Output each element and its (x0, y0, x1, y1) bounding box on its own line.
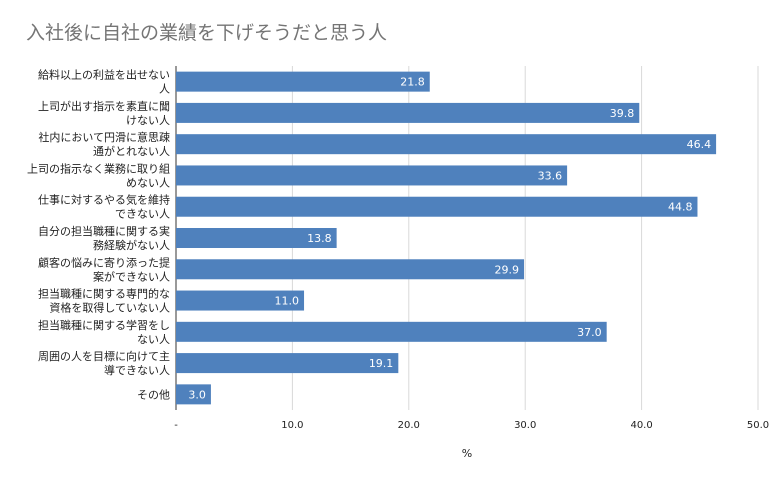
category-label: 上司が出す指示を素直に聞 (38, 99, 170, 113)
x-tick-label: 50.0 (747, 420, 769, 431)
bar (176, 102, 640, 123)
category-label: 導できない人 (104, 363, 170, 377)
bar-value-label: 39.8 (610, 107, 635, 120)
category-label: 自分の担当職種に関する実 (38, 224, 170, 238)
category-label: 担当職種に関する専門的な (38, 287, 170, 301)
bars: 21.8 39.8 46.4 33.6 44.8 13.8 29.9 11.0 37.0 19.1… (176, 71, 717, 405)
bar-value-label: 44.8 (668, 201, 693, 214)
category-label: 案ができない人 (93, 269, 170, 283)
x-tick-label: 40.0 (630, 420, 652, 431)
bar (176, 134, 717, 155)
category-label: 通がとれない人 (93, 144, 170, 158)
category-label: けない人 (126, 114, 170, 127)
bar-value-label: 29.9 (495, 263, 520, 276)
bar (176, 384, 211, 405)
bar (176, 321, 607, 342)
x-tick-label: 20.0 (398, 420, 420, 431)
bar-value-label: 33.6 (538, 169, 563, 182)
bar (176, 196, 698, 217)
bar (176, 353, 399, 374)
x-tick-label: - (174, 420, 178, 431)
category-label: 給料以上の利益を出せない (38, 68, 170, 82)
bar-value-label: 37.0 (577, 326, 602, 339)
gridlines (175, 66, 759, 410)
bar-value-label: 21.8 (400, 76, 425, 89)
category-label: 社内において円滑に意思疎 (38, 130, 170, 144)
category-label: 人 (159, 83, 170, 96)
chart-title: 入社後に自社の業績を下げそうだと思う人 (26, 22, 387, 44)
bar (176, 290, 305, 311)
category-label: 周囲の人を目標に向けて主 (38, 349, 170, 363)
category-label: 上司の指示なく業務に取り組 (27, 161, 170, 175)
category-label: めない人 (126, 176, 170, 189)
x-tick-label: 30.0 (514, 420, 536, 431)
bar (176, 71, 430, 92)
bar (176, 228, 337, 248)
category-label: その他 (137, 388, 170, 401)
category-label: 顧客の悩みに寄り添った提 (38, 255, 170, 269)
category-labels: 給料以上の利益を出せない人上司が出す指示を素直に聞けない人社内において円滑に意思… (27, 68, 170, 402)
bar (176, 259, 525, 280)
category-label: 務経験がない人 (93, 238, 170, 252)
bar-value-label: 19.1 (369, 357, 394, 370)
x-axis-ticks: - 10.0 20.0 30.0 40.0 50.0 (174, 420, 769, 431)
category-label: 仕事に対するやる気を維持 (38, 193, 170, 207)
category-label: できない人 (115, 208, 170, 221)
x-axis-label: % (462, 447, 472, 460)
category-label: ない人 (137, 333, 170, 346)
x-tick-label: 10.0 (281, 420, 303, 431)
bar-value-label: 46.4 (687, 138, 712, 151)
category-label: 担当職種に関する学習をし (38, 318, 170, 332)
category-label: 資格を取得していない人 (49, 301, 170, 315)
bar-value-label: 11.0 (275, 295, 300, 308)
bar-value-label: 3.0 (188, 388, 206, 401)
bar (176, 165, 568, 186)
bar-value-label: 13.8 (307, 232, 332, 245)
